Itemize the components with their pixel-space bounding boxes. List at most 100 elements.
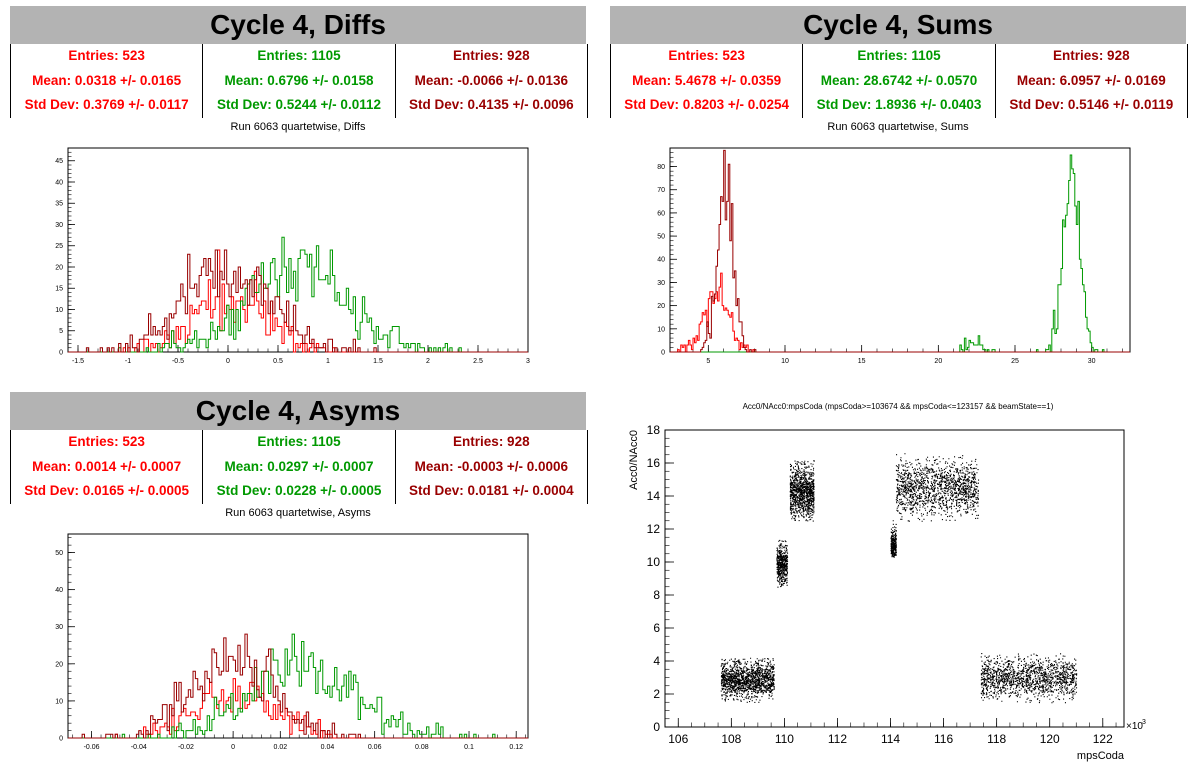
- scatter-plot: 106 108 110 112 114 116 118 120 122 0 2 4 6 8 10 12 14 16…: [628, 402, 1146, 762]
- x-tick-label: 0.08: [415, 744, 429, 751]
- y-tick-label: 0: [59, 735, 63, 742]
- scatter-cluster-points: [776, 539, 789, 588]
- y-tick-label: 45: [55, 158, 63, 165]
- sums-title: Cycle 4, Sums: [610, 6, 1186, 44]
- x-tick-label: 30: [1088, 358, 1096, 365]
- x-tick-label: 122: [1093, 732, 1113, 746]
- std-text: Std Dev: 0.0181 +/- 0.0004: [408, 483, 574, 498]
- y-tick-label: 10: [647, 555, 661, 569]
- histogram-series-darkred: [670, 149, 1130, 353]
- scatter-cluster: [720, 657, 775, 703]
- x-tick-label: 0.5: [273, 358, 283, 365]
- x-tick-label: -1.5: [72, 358, 84, 365]
- x-tick-label: 106: [668, 732, 688, 746]
- sums-stats-green: Entries: 1105 Mean: 28.6742 +/- 0.0570 S…: [803, 44, 996, 118]
- x-axis-label: mpsCoda: [1077, 750, 1125, 762]
- y-tick-label: 15: [55, 286, 63, 293]
- std-text: Std Dev: 0.0165 +/- 0.0005: [24, 483, 190, 498]
- plot-frame: [67, 533, 529, 739]
- x-tick-label: -0.5: [172, 358, 184, 365]
- y-tick-label: 30: [657, 280, 665, 287]
- mean-text: Mean: -0.0066 +/- 0.0136: [414, 72, 569, 88]
- y-tick-label: 0: [661, 349, 665, 356]
- x-tick-label: 0.12: [509, 744, 523, 751]
- x-tick-label: 0.1: [464, 744, 474, 751]
- y-tick-label: 25: [55, 243, 63, 250]
- scatter-cluster-points: [980, 653, 1078, 704]
- x-tick-label: -1: [125, 358, 131, 365]
- mean-text: Mean: -0.0003 +/- 0.0006: [414, 458, 569, 474]
- std-text: Std Dev: 0.8203 +/- 0.0254: [624, 97, 790, 112]
- x-tick-label: 114: [881, 732, 900, 746]
- x-tick-label: 0: [231, 744, 235, 751]
- x-multiplier-label: ×10: [1126, 721, 1143, 732]
- std-text: Std Dev: 1.8936 +/- 0.0403: [816, 97, 982, 112]
- sums-stats-box: Entries: 523 Mean: 5.4678 +/- 0.0359 Std…: [610, 44, 1188, 118]
- mean-text: Mean: 0.0014 +/- 0.0007: [32, 458, 182, 474]
- y-tick-label: 40: [657, 257, 665, 264]
- asyms-title: Cycle 4, Asyms: [10, 392, 586, 430]
- asyms-stats-box: Entries: 523 Mean: 0.0014 +/- 0.0007 Std…: [10, 430, 588, 504]
- diffs-histogram: -1.5 -1 -0.5 0 0.5 1 1.5 2 2.5 305101520253035404…: [55, 147, 530, 365]
- diffs-stats-green: Entries: 1105 Mean: 0.6796 +/- 0.0158 St…: [203, 44, 396, 118]
- x-tick-label: 20: [934, 358, 942, 365]
- plot-frame: [67, 147, 529, 353]
- std-text: Std Dev: 0.5244 +/- 0.0112: [217, 97, 381, 112]
- x-tick-label: -0.04: [131, 744, 147, 751]
- y-tick-label: 10: [55, 307, 63, 314]
- scatter-title: Acc0/NAcc0:mpsCoda (mpsCoda>=103674 && m…: [743, 402, 1054, 411]
- asyms-stats-green: Entries: 1105 Mean: 0.0297 +/- 0.0007 St…: [203, 430, 396, 504]
- x-tick-label: 0.02: [273, 744, 287, 751]
- histogram-series-darkred: [68, 633, 528, 739]
- x-tick-label: 2.5: [473, 358, 483, 365]
- y-axis-label: Acc0/NAcc0: [628, 430, 640, 490]
- x-tick-label: 108: [721, 732, 741, 746]
- sums-stats-red: Entries: 523 Mean: 5.4678 +/- 0.0359 Std…: [611, 44, 804, 118]
- y-tick-label: 70: [657, 187, 665, 194]
- y-tick-label: 40: [55, 587, 63, 594]
- y-tick-label: 12: [647, 522, 661, 536]
- x-tick-label: 25: [1011, 358, 1019, 365]
- mean-text: Mean: 6.0957 +/- 0.0169: [1016, 72, 1166, 88]
- x-tick-label: 15: [858, 358, 866, 365]
- y-tick-label: 50: [657, 234, 665, 241]
- std-text: Std Dev: 0.5146 +/- 0.0119: [1009, 97, 1174, 112]
- std-text: Std Dev: 0.0228 +/- 0.0005: [216, 483, 382, 498]
- y-tick-label: 60: [657, 210, 665, 217]
- entries-text: Entries: 1105: [857, 48, 941, 63]
- diffs-stats-red: Entries: 523 Mean: 0.0318 +/- 0.0165 Std…: [11, 44, 204, 118]
- std-text: Std Dev: 0.3769 +/- 0.0117: [24, 97, 189, 112]
- scatter-cluster-points: [890, 520, 897, 558]
- scatter-points: [720, 453, 1078, 704]
- entries-text: Entries: 928: [453, 434, 530, 449]
- x-tick-label: 0: [226, 358, 230, 365]
- sums-stats-darkred: Entries: 928 Mean: 6.0957 +/- 0.0169 Std…: [996, 44, 1187, 118]
- x-tick-label: -0.02: [178, 744, 194, 751]
- mean-text: Mean: 0.6796 +/- 0.0158: [224, 72, 374, 88]
- diffs-title: Cycle 4, Diffs: [10, 6, 586, 44]
- asyms-stats-darkred: Entries: 928 Mean: -0.0003 +/- 0.0006 St…: [396, 430, 587, 504]
- x-tick-label: 116: [934, 732, 953, 746]
- y-tick-label: 18: [647, 423, 661, 437]
- y-tick-label: 40: [55, 179, 63, 186]
- std-text: Std Dev: 0.4135 +/- 0.0096: [408, 97, 574, 112]
- histogram-series-darkred: [68, 249, 528, 353]
- scatter-cluster: [895, 453, 980, 522]
- y-tick-label: 2: [653, 687, 660, 701]
- x-tick-label: 2: [426, 358, 430, 365]
- y-tick-label: 10: [657, 326, 665, 333]
- x-tick-label: 5: [706, 358, 710, 365]
- x-tick-label: 118: [987, 732, 1006, 746]
- x-tick-label: -0.06: [84, 744, 100, 751]
- histogram-series-green: [670, 154, 1130, 353]
- y-tick-label: 10: [55, 698, 63, 705]
- x-tick-label: 0.04: [321, 744, 335, 751]
- entries-text: Entries: 523: [68, 434, 145, 449]
- scatter-cluster-points: [895, 453, 980, 522]
- y-tick-label: 80: [657, 164, 665, 171]
- entries-text: Entries: 928: [453, 48, 530, 63]
- x-tick-label: 1.5: [373, 358, 383, 365]
- y-tick-label: 4: [653, 654, 660, 668]
- histogram-series-red: [68, 678, 528, 739]
- scatter-cluster: [980, 653, 1078, 704]
